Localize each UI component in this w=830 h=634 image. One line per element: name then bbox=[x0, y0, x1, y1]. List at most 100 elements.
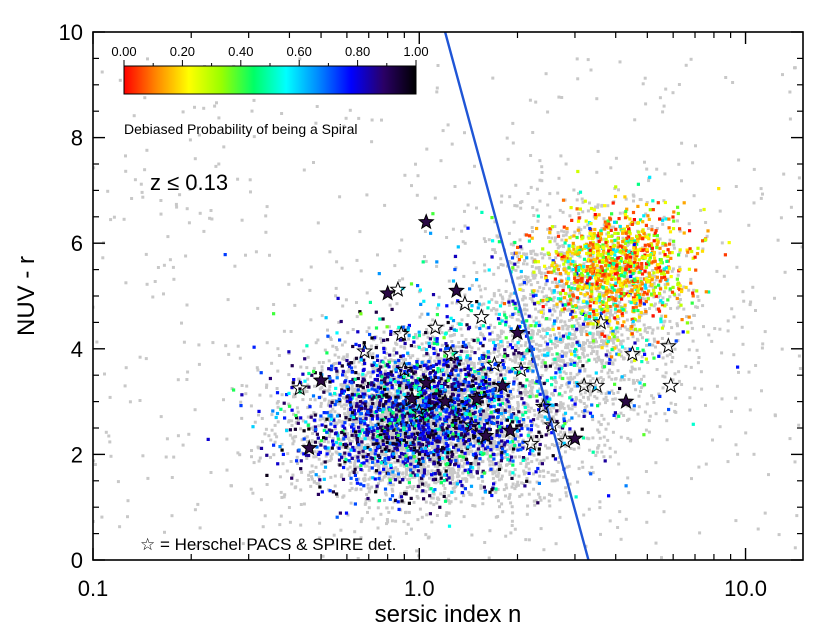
galaxy-point bbox=[471, 461, 475, 465]
galaxy-point bbox=[409, 356, 413, 360]
galaxy-point bbox=[551, 299, 555, 303]
galaxy-point bbox=[369, 452, 373, 455]
galaxy-point bbox=[340, 343, 344, 347]
galaxy-point bbox=[616, 369, 620, 373]
galaxy-point bbox=[406, 438, 410, 442]
galaxy-point bbox=[582, 513, 586, 517]
galaxy-point bbox=[665, 419, 669, 423]
galaxy-point bbox=[635, 379, 639, 382]
galaxy-point bbox=[636, 319, 640, 323]
galaxy-point bbox=[571, 327, 575, 331]
galaxy-point bbox=[461, 453, 465, 456]
galaxy-point bbox=[430, 456, 434, 460]
galaxy-point bbox=[616, 330, 620, 334]
galaxy-point bbox=[553, 479, 557, 483]
galaxy-point bbox=[539, 402, 543, 405]
galaxy-point bbox=[354, 449, 358, 453]
galaxy-point bbox=[489, 370, 493, 374]
galaxy-point bbox=[392, 387, 396, 391]
galaxy-point bbox=[388, 535, 392, 539]
galaxy-point bbox=[544, 303, 548, 307]
galaxy-point bbox=[385, 454, 389, 458]
galaxy-point bbox=[763, 330, 767, 334]
galaxy-point bbox=[433, 398, 437, 402]
galaxy-point bbox=[504, 290, 508, 293]
galaxy-point bbox=[391, 489, 395, 493]
galaxy-point bbox=[530, 452, 533, 456]
galaxy-point bbox=[507, 496, 511, 500]
galaxy-point bbox=[390, 376, 394, 380]
galaxy-point bbox=[418, 315, 422, 319]
galaxy-point bbox=[597, 430, 601, 434]
galaxy-point bbox=[302, 443, 306, 447]
galaxy-point bbox=[379, 384, 383, 388]
galaxy-point bbox=[620, 354, 624, 358]
galaxy-point bbox=[272, 303, 276, 306]
galaxy-point bbox=[510, 334, 514, 338]
galaxy-point bbox=[605, 318, 609, 321]
galaxy-point bbox=[552, 296, 556, 300]
galaxy-point bbox=[439, 470, 443, 474]
galaxy-point bbox=[471, 467, 475, 471]
galaxy-point bbox=[404, 358, 408, 362]
galaxy-point bbox=[619, 378, 623, 382]
galaxy-point bbox=[359, 520, 363, 524]
galaxy-point bbox=[512, 417, 516, 421]
galaxy-point bbox=[343, 340, 347, 344]
galaxy-point bbox=[612, 392, 616, 395]
galaxy-point bbox=[611, 242, 615, 246]
galaxy-point bbox=[409, 460, 412, 464]
galaxy-point bbox=[537, 266, 541, 269]
galaxy-point bbox=[352, 361, 356, 365]
galaxy-point bbox=[525, 262, 529, 266]
galaxy-point bbox=[568, 430, 572, 434]
galaxy-point bbox=[460, 429, 464, 433]
galaxy-point bbox=[692, 194, 696, 198]
galaxy-point bbox=[452, 468, 456, 472]
galaxy-point bbox=[629, 400, 633, 404]
galaxy-point bbox=[450, 467, 454, 471]
galaxy-point bbox=[482, 449, 486, 452]
galaxy-point bbox=[233, 264, 237, 268]
galaxy-point bbox=[571, 404, 575, 407]
galaxy-point bbox=[501, 330, 505, 334]
galaxy-point bbox=[451, 478, 454, 481]
galaxy-point bbox=[343, 414, 347, 417]
galaxy-point bbox=[331, 399, 335, 402]
galaxy-point bbox=[401, 442, 405, 446]
galaxy-point bbox=[438, 407, 442, 410]
galaxy-point bbox=[458, 345, 461, 349]
galaxy-point bbox=[528, 278, 532, 282]
galaxy-point bbox=[463, 445, 467, 449]
galaxy-point bbox=[426, 447, 429, 451]
galaxy-point bbox=[405, 427, 409, 431]
galaxy-point bbox=[451, 365, 455, 369]
galaxy-point bbox=[187, 432, 191, 436]
galaxy-point bbox=[424, 473, 428, 477]
galaxy-point bbox=[342, 434, 345, 438]
galaxy-point bbox=[441, 378, 445, 382]
galaxy-point bbox=[463, 224, 467, 228]
galaxy-point bbox=[611, 397, 615, 401]
galaxy-point bbox=[532, 472, 535, 476]
galaxy-point bbox=[763, 511, 767, 515]
galaxy-point bbox=[609, 313, 612, 317]
galaxy-point bbox=[548, 317, 552, 321]
galaxy-point bbox=[501, 439, 505, 442]
galaxy-point bbox=[393, 438, 397, 442]
galaxy-point bbox=[582, 326, 586, 330]
galaxy-point bbox=[670, 269, 674, 273]
galaxy-point bbox=[470, 415, 474, 419]
galaxy-point bbox=[623, 374, 627, 377]
galaxy-point bbox=[619, 350, 623, 354]
galaxy-point bbox=[466, 203, 470, 207]
galaxy-point bbox=[598, 358, 601, 362]
galaxy-point bbox=[561, 327, 565, 331]
galaxy-point bbox=[324, 454, 328, 458]
galaxy-point bbox=[369, 375, 373, 379]
galaxy-point bbox=[463, 131, 466, 135]
galaxy-point bbox=[481, 414, 485, 418]
galaxy-point bbox=[582, 348, 586, 352]
galaxy-point bbox=[416, 518, 420, 522]
galaxy-point bbox=[730, 307, 734, 311]
